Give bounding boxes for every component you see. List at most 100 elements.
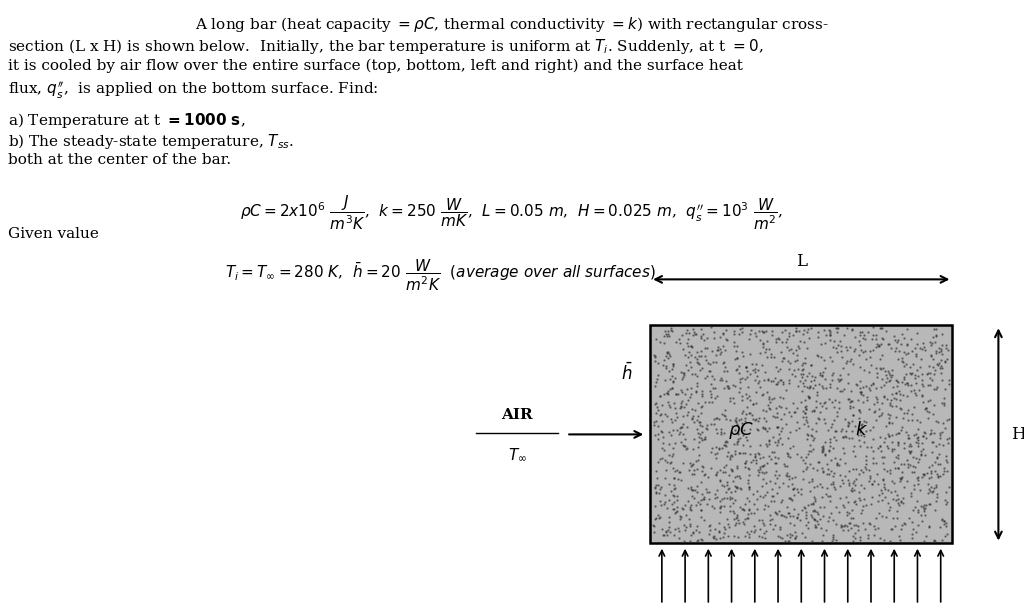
Point [925, 488, 941, 497]
Point [737, 374, 754, 384]
Point [889, 490, 905, 500]
Point [856, 330, 872, 340]
Point [806, 514, 822, 524]
Point [703, 501, 720, 511]
Point [825, 336, 842, 346]
Point [855, 502, 871, 511]
Point [884, 365, 900, 375]
Point [857, 346, 873, 356]
Point [822, 455, 839, 465]
Point [835, 500, 851, 510]
Point [751, 465, 767, 475]
Point [762, 519, 778, 529]
Point [663, 527, 679, 537]
Point [882, 430, 898, 440]
Point [669, 411, 685, 421]
Point [902, 448, 919, 458]
Point [909, 475, 926, 485]
Point [881, 413, 897, 423]
Point [812, 398, 828, 408]
Point [727, 481, 743, 491]
Point [690, 497, 707, 507]
Point [886, 457, 902, 467]
Point [729, 341, 745, 351]
Point [729, 439, 745, 449]
Point [840, 369, 856, 379]
Point [728, 413, 744, 423]
Point [890, 437, 906, 446]
Point [893, 497, 909, 507]
Point [748, 398, 764, 408]
Point [862, 380, 879, 390]
Point [684, 404, 700, 414]
Point [882, 465, 898, 475]
Point [654, 530, 671, 540]
Point [897, 359, 913, 368]
Point [902, 335, 919, 344]
Point [831, 454, 848, 464]
Point [714, 429, 730, 439]
Point [909, 457, 926, 467]
Point [833, 346, 849, 356]
Point [777, 462, 794, 472]
Point [790, 484, 806, 494]
Point [779, 342, 796, 352]
Point [727, 381, 743, 391]
Point [928, 480, 944, 489]
Point [880, 367, 896, 376]
Point [884, 389, 900, 399]
Point [719, 437, 735, 447]
Point [811, 379, 827, 389]
Point [756, 504, 772, 514]
Point [919, 403, 935, 413]
Point [695, 329, 712, 339]
Point [805, 444, 821, 454]
Point [712, 476, 728, 486]
Point [710, 343, 726, 352]
Point [922, 521, 938, 531]
Point [833, 341, 849, 351]
Point [771, 506, 787, 516]
Point [793, 489, 809, 499]
Point [840, 394, 856, 404]
Point [870, 341, 887, 351]
Point [937, 531, 953, 541]
Point [781, 494, 798, 503]
Point [724, 421, 740, 431]
Point [736, 426, 753, 435]
Text: flux, $q_s^{\prime\prime}$,  is applied on the bottom surface. Find:: flux, $q_s^{\prime\prime}$, is applied o… [8, 80, 379, 101]
Point [935, 470, 951, 480]
Point [852, 387, 868, 397]
Point [899, 380, 915, 390]
Point [784, 495, 801, 505]
Point [656, 497, 673, 507]
Point [769, 412, 785, 422]
Point [750, 470, 766, 480]
Point [852, 376, 868, 386]
Point [660, 479, 677, 489]
Point [742, 325, 759, 335]
Point [795, 359, 811, 368]
Point [922, 368, 938, 378]
Point [717, 345, 733, 355]
Point [890, 335, 906, 345]
Point [890, 440, 906, 449]
Point [907, 527, 924, 537]
Point [785, 484, 802, 494]
Point [773, 495, 790, 505]
Point [759, 457, 775, 467]
Point [786, 407, 803, 417]
Point [688, 500, 705, 510]
Point [871, 441, 888, 451]
Point [718, 436, 734, 446]
Point [786, 407, 803, 417]
Point [687, 328, 703, 338]
Point [660, 439, 677, 449]
Point [782, 511, 799, 521]
Point [905, 359, 922, 369]
Point [767, 467, 783, 476]
Point [767, 334, 783, 344]
Point [722, 454, 738, 464]
Point [930, 360, 946, 370]
Point [930, 459, 946, 469]
